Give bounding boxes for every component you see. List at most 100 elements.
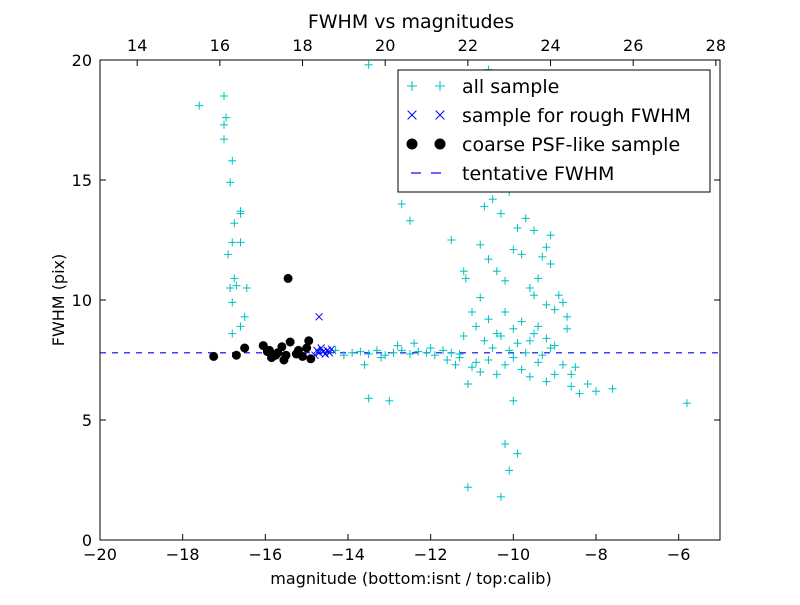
all-sample-point <box>550 370 559 379</box>
all-sample-point <box>575 389 584 398</box>
all-sample-point <box>430 351 439 360</box>
chart-title: FWHM vs magnitudes <box>308 11 514 33</box>
psf-like-point <box>277 342 287 352</box>
all-sample-point <box>546 260 555 268</box>
legend-marker-swatch <box>434 138 446 150</box>
all-sample-point <box>242 284 251 292</box>
all-sample-point <box>492 329 501 338</box>
psf-like-point <box>293 345 303 355</box>
all-sample-point <box>230 274 239 283</box>
all-sample-point <box>546 231 555 240</box>
x-tick-label: −16 <box>248 545 282 564</box>
all-sample-point <box>228 238 237 247</box>
all-sample-point <box>534 274 543 283</box>
x-axis-title: magnitude (bottom:isnt / top:calib) <box>270 569 551 588</box>
all-sample-point <box>501 308 510 316</box>
all-sample-point <box>381 351 390 360</box>
all-sample-point <box>492 267 501 276</box>
psf-like-point <box>271 350 281 360</box>
psf-like-point <box>240 343 250 353</box>
all-sample-point <box>488 195 497 204</box>
psf-like-point <box>285 337 295 347</box>
all-sample-point <box>682 399 691 408</box>
all-sample-point <box>439 346 448 355</box>
all-sample-point <box>484 356 493 364</box>
all-sample-point <box>592 387 600 396</box>
all-sample-point <box>550 305 559 314</box>
all-sample-point <box>484 255 493 264</box>
all-sample-point <box>397 200 406 208</box>
all-sample-point <box>463 380 472 388</box>
all-sample-point <box>550 341 559 350</box>
all-sample-point <box>468 363 476 372</box>
x-tick-label: −8 <box>584 545 608 564</box>
all-sample-point <box>525 284 534 292</box>
all-sample-point <box>224 250 233 259</box>
all-sample-point <box>372 346 381 355</box>
all-sample-point <box>563 312 572 321</box>
all-sample-point <box>484 315 493 324</box>
all-sample-point <box>517 250 526 259</box>
legend: all sample sample for rough FWHM coarse PS… <box>397 69 711 193</box>
rough-fwhm-point <box>317 344 325 352</box>
all-sample-point <box>236 209 245 218</box>
all-sample-point <box>563 324 572 333</box>
all-sample-point <box>530 329 538 338</box>
all-sample-point <box>509 324 518 333</box>
all-sample-point <box>226 284 235 292</box>
all-sample-point <box>501 276 510 285</box>
top-x-tick-label: 28 <box>706 36 726 55</box>
psf-like-point <box>258 341 268 351</box>
all-sample-point <box>476 293 485 302</box>
all-sample-point <box>492 370 501 379</box>
all-sample-point <box>517 365 526 374</box>
all-sample-point <box>459 332 468 340</box>
all-sample-point <box>509 245 518 254</box>
all-sample-point <box>228 156 237 165</box>
all-sample-point <box>608 384 617 393</box>
legend-marker-swatch <box>435 81 445 91</box>
psf-like-point <box>262 347 272 357</box>
all-sample-point <box>496 209 505 218</box>
all-sample-point <box>461 274 470 283</box>
all-sample-point <box>542 243 551 252</box>
all-sample-point <box>505 466 514 475</box>
y-tick-label: 10 <box>72 291 92 310</box>
all-sample-point <box>240 312 249 321</box>
all-sample-point <box>534 322 543 331</box>
all-sample-point <box>567 370 576 379</box>
all-sample-point <box>443 356 452 364</box>
all-sample-point <box>496 492 505 501</box>
all-sample-point <box>496 332 505 340</box>
psf-like-point <box>231 350 241 360</box>
legend-item: sample for rough FWHM <box>407 105 691 127</box>
all-sample-point <box>476 368 485 376</box>
all-sample-point <box>558 360 567 369</box>
plot-content <box>100 60 720 501</box>
all-sample-point <box>230 219 239 228</box>
all-sample-point <box>521 348 530 357</box>
y-tick-label: 5 <box>82 411 92 430</box>
all-sample-point <box>220 92 228 100</box>
all-sample-point <box>414 347 423 356</box>
psf-like-point <box>304 336 314 346</box>
legend-label: sample for rough FWHM <box>462 105 691 127</box>
all-sample-point <box>571 363 580 372</box>
legend-marker-swatch <box>407 110 417 120</box>
legend-marker-swatch <box>406 138 418 150</box>
top-x-tick-label: 16 <box>210 36 230 55</box>
x-tick-label: −12 <box>414 545 448 564</box>
all-sample-point <box>542 300 551 309</box>
legend-items: all sample sample for rough FWHM coarse PS… <box>406 76 691 185</box>
x-tick-label: −10 <box>496 545 530 564</box>
all-sample-point <box>463 483 472 492</box>
all-sample-point <box>583 380 592 388</box>
all-sample-point <box>472 358 481 367</box>
all-sample-point <box>480 336 489 345</box>
psf-like-point <box>298 351 308 361</box>
all-sample-point <box>517 317 526 326</box>
x-tick-label: −18 <box>166 545 200 564</box>
all-sample-point <box>422 348 431 357</box>
all-sample-point <box>558 298 567 307</box>
